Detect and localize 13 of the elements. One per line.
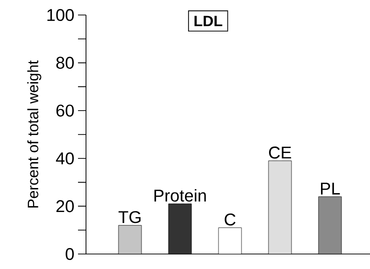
- x-tick-label: TG: [118, 211, 141, 224]
- x-tick-label: C: [224, 213, 236, 226]
- y-axis-title: Percent of total weight: [27, 60, 42, 208]
- y-tick-label: 100: [47, 8, 74, 22]
- x-tick-label: PL: [321, 182, 340, 194]
- x-tick-label: Protein: [154, 189, 206, 202]
- y-tick-label: 60: [56, 104, 74, 117]
- y-tick-label: 0: [66, 248, 74, 260]
- y-tick-label: 20: [56, 200, 74, 212]
- y-tick-label: 40: [56, 152, 74, 164]
- chart-title: LDL: [194, 16, 222, 26]
- y-tick-label: 80: [56, 56, 74, 69]
- x-tick-label: CE: [269, 146, 292, 159]
